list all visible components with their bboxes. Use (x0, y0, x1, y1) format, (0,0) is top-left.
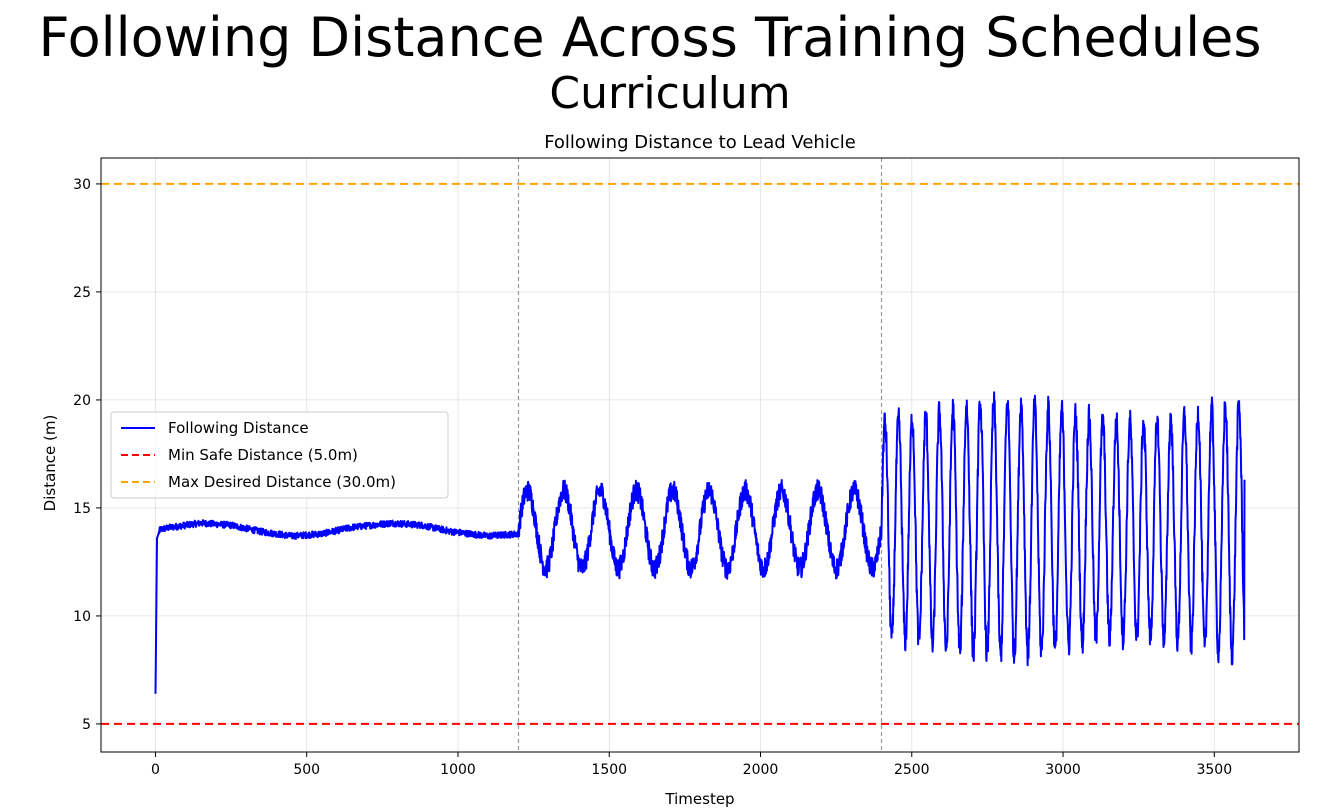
figure-suptitle: Following Distance Across Training Sched… (38, 6, 1262, 69)
series-layer (154, 391, 1246, 694)
x-tick-label: 2500 (894, 762, 930, 778)
x-tick-label: 1000 (440, 762, 476, 778)
series-following-distance (154, 391, 1246, 694)
x-tick-label: 500 (293, 762, 320, 778)
y-tick-label: 5 (82, 717, 91, 733)
x-axis-title: Timestep (664, 790, 734, 808)
legend: Following Distance Min Safe Distance (5.0… (110, 411, 449, 499)
legend-label: Min Safe Distance (5.0m) (168, 446, 358, 464)
legend-label: Following Distance (168, 419, 309, 437)
y-tick-label: 20 (73, 393, 91, 409)
legend-frame (110, 411, 449, 499)
y-tick-label: 30 (73, 177, 91, 193)
plot-frame (100, 157, 1300, 753)
y-tick-label: 25 (73, 285, 91, 301)
y-tick-label: 10 (73, 609, 91, 625)
legend-label: Max Desired Distance (30.0m) (168, 473, 396, 491)
reference-lines-layer (101, 182, 1299, 725)
chart-title: Following Distance to Lead Vehicle (544, 132, 856, 153)
y-axis-title: Distance (m) (41, 415, 59, 512)
x-tick-label: 1500 (591, 762, 627, 778)
figure-subtitle: Curriculum (549, 68, 791, 119)
axes-layer: 0 500 1000 1500 2000 2500 3000 3500 5 10 15 20 25 30 (73, 157, 1300, 778)
x-tick-label: 2000 (743, 762, 779, 778)
y-tick-label: 15 (73, 501, 91, 517)
phase-boundary-layer (517, 158, 883, 752)
x-tick-label: 3500 (1196, 762, 1232, 778)
x-tick-label: 3000 (1045, 762, 1081, 778)
x-tick-label: 0 (151, 762, 160, 778)
